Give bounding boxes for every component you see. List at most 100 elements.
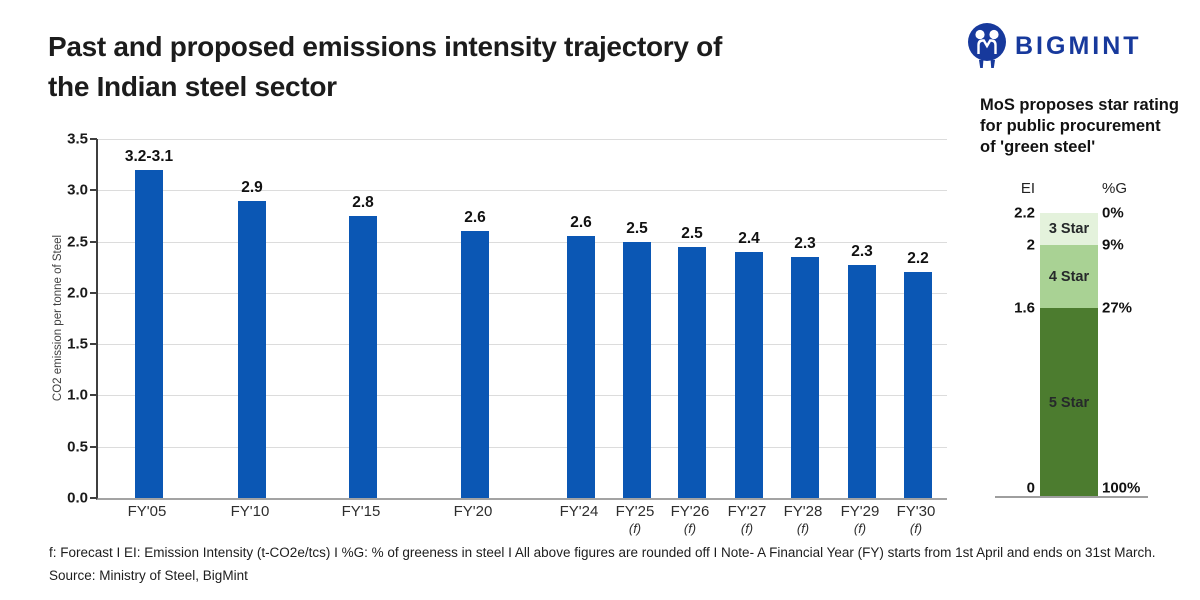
- gridline: [98, 190, 947, 192]
- bar-value-label: 2.2: [907, 250, 929, 268]
- ei-boundary-value: 2.2: [1014, 204, 1035, 222]
- ei-boundary-value: 0: [1026, 479, 1035, 497]
- y-axis-tick-mark: [90, 394, 97, 397]
- bar-slot: 2.4: [704, 139, 794, 498]
- bar-slot: 2.3: [817, 139, 907, 498]
- x-axis-category-label: FY'20: [453, 503, 493, 520]
- bar: [791, 256, 819, 498]
- bar-slot: 3.2-3.1: [104, 139, 194, 498]
- x-axis-category-label: FY'28: [783, 503, 823, 520]
- greenness-column-header: %G: [1102, 180, 1128, 197]
- x-axis-category: FY'30 (f): [871, 503, 961, 536]
- x-axis-category: FY'28 (f): [758, 503, 848, 536]
- gridline: [98, 446, 947, 448]
- bar-value-label: 2.8: [352, 193, 374, 211]
- star-rating-baseline: [995, 496, 1148, 498]
- y-axis-tick-mark: [90, 343, 97, 346]
- bar: [735, 251, 763, 498]
- greenness-boundary-value: 0%: [1102, 204, 1124, 222]
- bar-slot: 2.5: [647, 139, 737, 498]
- star-rating-segment-label: 4 Star: [1048, 268, 1090, 285]
- source-line: Source: Ministry of Steel, BigMint: [49, 568, 248, 583]
- x-axis-category: FY'29 (f): [815, 503, 905, 536]
- bar-value-label: 3.2-3.1: [124, 147, 174, 165]
- y-axis-tick-labels: 3.5 3.0 2.5 2.0 1.5 1.0 0.5 0.0: [40, 131, 88, 507]
- ei-boundary-value: 2: [1026, 236, 1035, 254]
- y-axis-tick-label: 3.0: [67, 181, 88, 199]
- greenness-boundary-value: 27%: [1102, 299, 1133, 317]
- x-axis-category-label: FY'25: [615, 503, 655, 520]
- x-axis-category: FY'20: [428, 503, 518, 520]
- bar-slot: 2.8: [318, 139, 408, 498]
- gridline: [98, 139, 947, 140]
- x-axis-category: FY'25 (f): [590, 503, 680, 536]
- bar-value-label: 2.6: [570, 214, 592, 232]
- y-axis-tick-label: 0.0: [67, 489, 88, 507]
- greenness-boundary-value: 9%: [1102, 236, 1124, 254]
- plot-area: 3.2-3.1 2.9 2.8 2.6 2.6 2.5 2.5 2.4 2.3 2.3 2.2: [90, 138, 947, 500]
- forecast-marker: (f): [683, 521, 697, 536]
- y-axis-tick-label: 0.5: [67, 438, 88, 456]
- x-axis-category: FY'27 (f): [702, 503, 792, 536]
- bar-value-label: 2.4: [738, 229, 760, 247]
- star-rating-segment: 4 Star: [1040, 245, 1098, 309]
- x-axis-category: FY'05: [102, 503, 192, 520]
- gridline: [98, 241, 947, 243]
- bar-slot: 2.6: [536, 139, 626, 498]
- y-axis-tick-label: 2.0: [67, 284, 88, 302]
- y-axis-tick-mark: [90, 497, 97, 499]
- y-axis-tick-mark: [90, 240, 97, 243]
- x-axis-category-label: FY'26: [670, 503, 710, 520]
- x-axis-labels: FY'05 FY'10 FY'15 FY'20 FY'24 FY'25 (f) FY'26 (f…: [96, 503, 945, 543]
- bar: [904, 272, 932, 498]
- bar-slot: 2.6: [430, 139, 520, 498]
- y-axis-tick-label: 1.0: [67, 386, 88, 404]
- ei-boundary-labels: 2.2 2 1.6 0: [985, 205, 1035, 497]
- bar-value-label: 2.3: [794, 234, 816, 252]
- gridline: [98, 344, 947, 346]
- ei-column-header: EI: [1020, 180, 1035, 197]
- gridline: [98, 292, 947, 294]
- page-title: Past and proposed emissions intensity tr…: [48, 27, 868, 107]
- y-axis-tick-mark: [90, 138, 97, 140]
- y-axis-tick-label: 2.5: [67, 233, 88, 251]
- bar: [135, 169, 163, 498]
- bar-value-label: 2.6: [464, 209, 486, 227]
- x-axis-category-label: FY'29: [840, 503, 880, 520]
- side-chart-heading: MoS proposes star rating for public proc…: [980, 96, 1179, 156]
- star-rating-segment: 3 Star: [1040, 213, 1098, 246]
- bar: [461, 231, 489, 498]
- x-axis-category-label: FY'24: [559, 503, 599, 520]
- bar-slot: 2.3: [760, 139, 850, 498]
- page-title-line-1: Past and proposed emissions intensity tr…: [48, 31, 722, 62]
- forecast-marker: (f): [628, 521, 642, 536]
- bigmint-logo: BIGMINT: [966, 22, 1142, 70]
- x-axis-category-label: FY'15: [341, 503, 381, 520]
- forecast-marker: (f): [796, 521, 810, 536]
- x-axis-category-label: FY'27: [727, 503, 767, 520]
- forecast-marker: (f): [740, 521, 754, 536]
- star-rating-stacked-bar: 3 Star 4 Star 5 Star: [1040, 213, 1098, 497]
- star-rating-segment-label: 3 Star: [1048, 221, 1090, 238]
- bar-value-label: 2.3: [851, 243, 873, 261]
- ei-boundary-value: 1.6: [1014, 299, 1035, 317]
- bar-value-label: 2.5: [626, 219, 648, 237]
- star-rating-segment: 5 Star: [1040, 308, 1098, 497]
- footnotes: f: Forecast I EI: Emission Intensity (t-…: [49, 545, 1156, 560]
- forecast-marker: (f): [853, 521, 867, 536]
- bar-slot: 2.9: [207, 139, 297, 498]
- bar: [678, 246, 706, 498]
- bar: [848, 265, 876, 498]
- y-axis-tick-label: 3.5: [67, 130, 88, 148]
- greenness-boundary-value: 100%: [1102, 479, 1141, 497]
- bar: [349, 215, 377, 498]
- star-rating-segment-label: 5 Star: [1048, 394, 1090, 411]
- x-axis-category-label: FY'10: [230, 503, 270, 520]
- x-axis-category: FY'24: [534, 503, 624, 520]
- greenness-boundary-labels: 0% 9% 27% 100%: [1102, 205, 1162, 497]
- gridline: [98, 395, 947, 397]
- bigmint-logo-icon: [968, 23, 1006, 68]
- bar-slot: 2.5: [592, 139, 682, 498]
- bigmint-logo-text: BIGMINT: [1015, 31, 1142, 60]
